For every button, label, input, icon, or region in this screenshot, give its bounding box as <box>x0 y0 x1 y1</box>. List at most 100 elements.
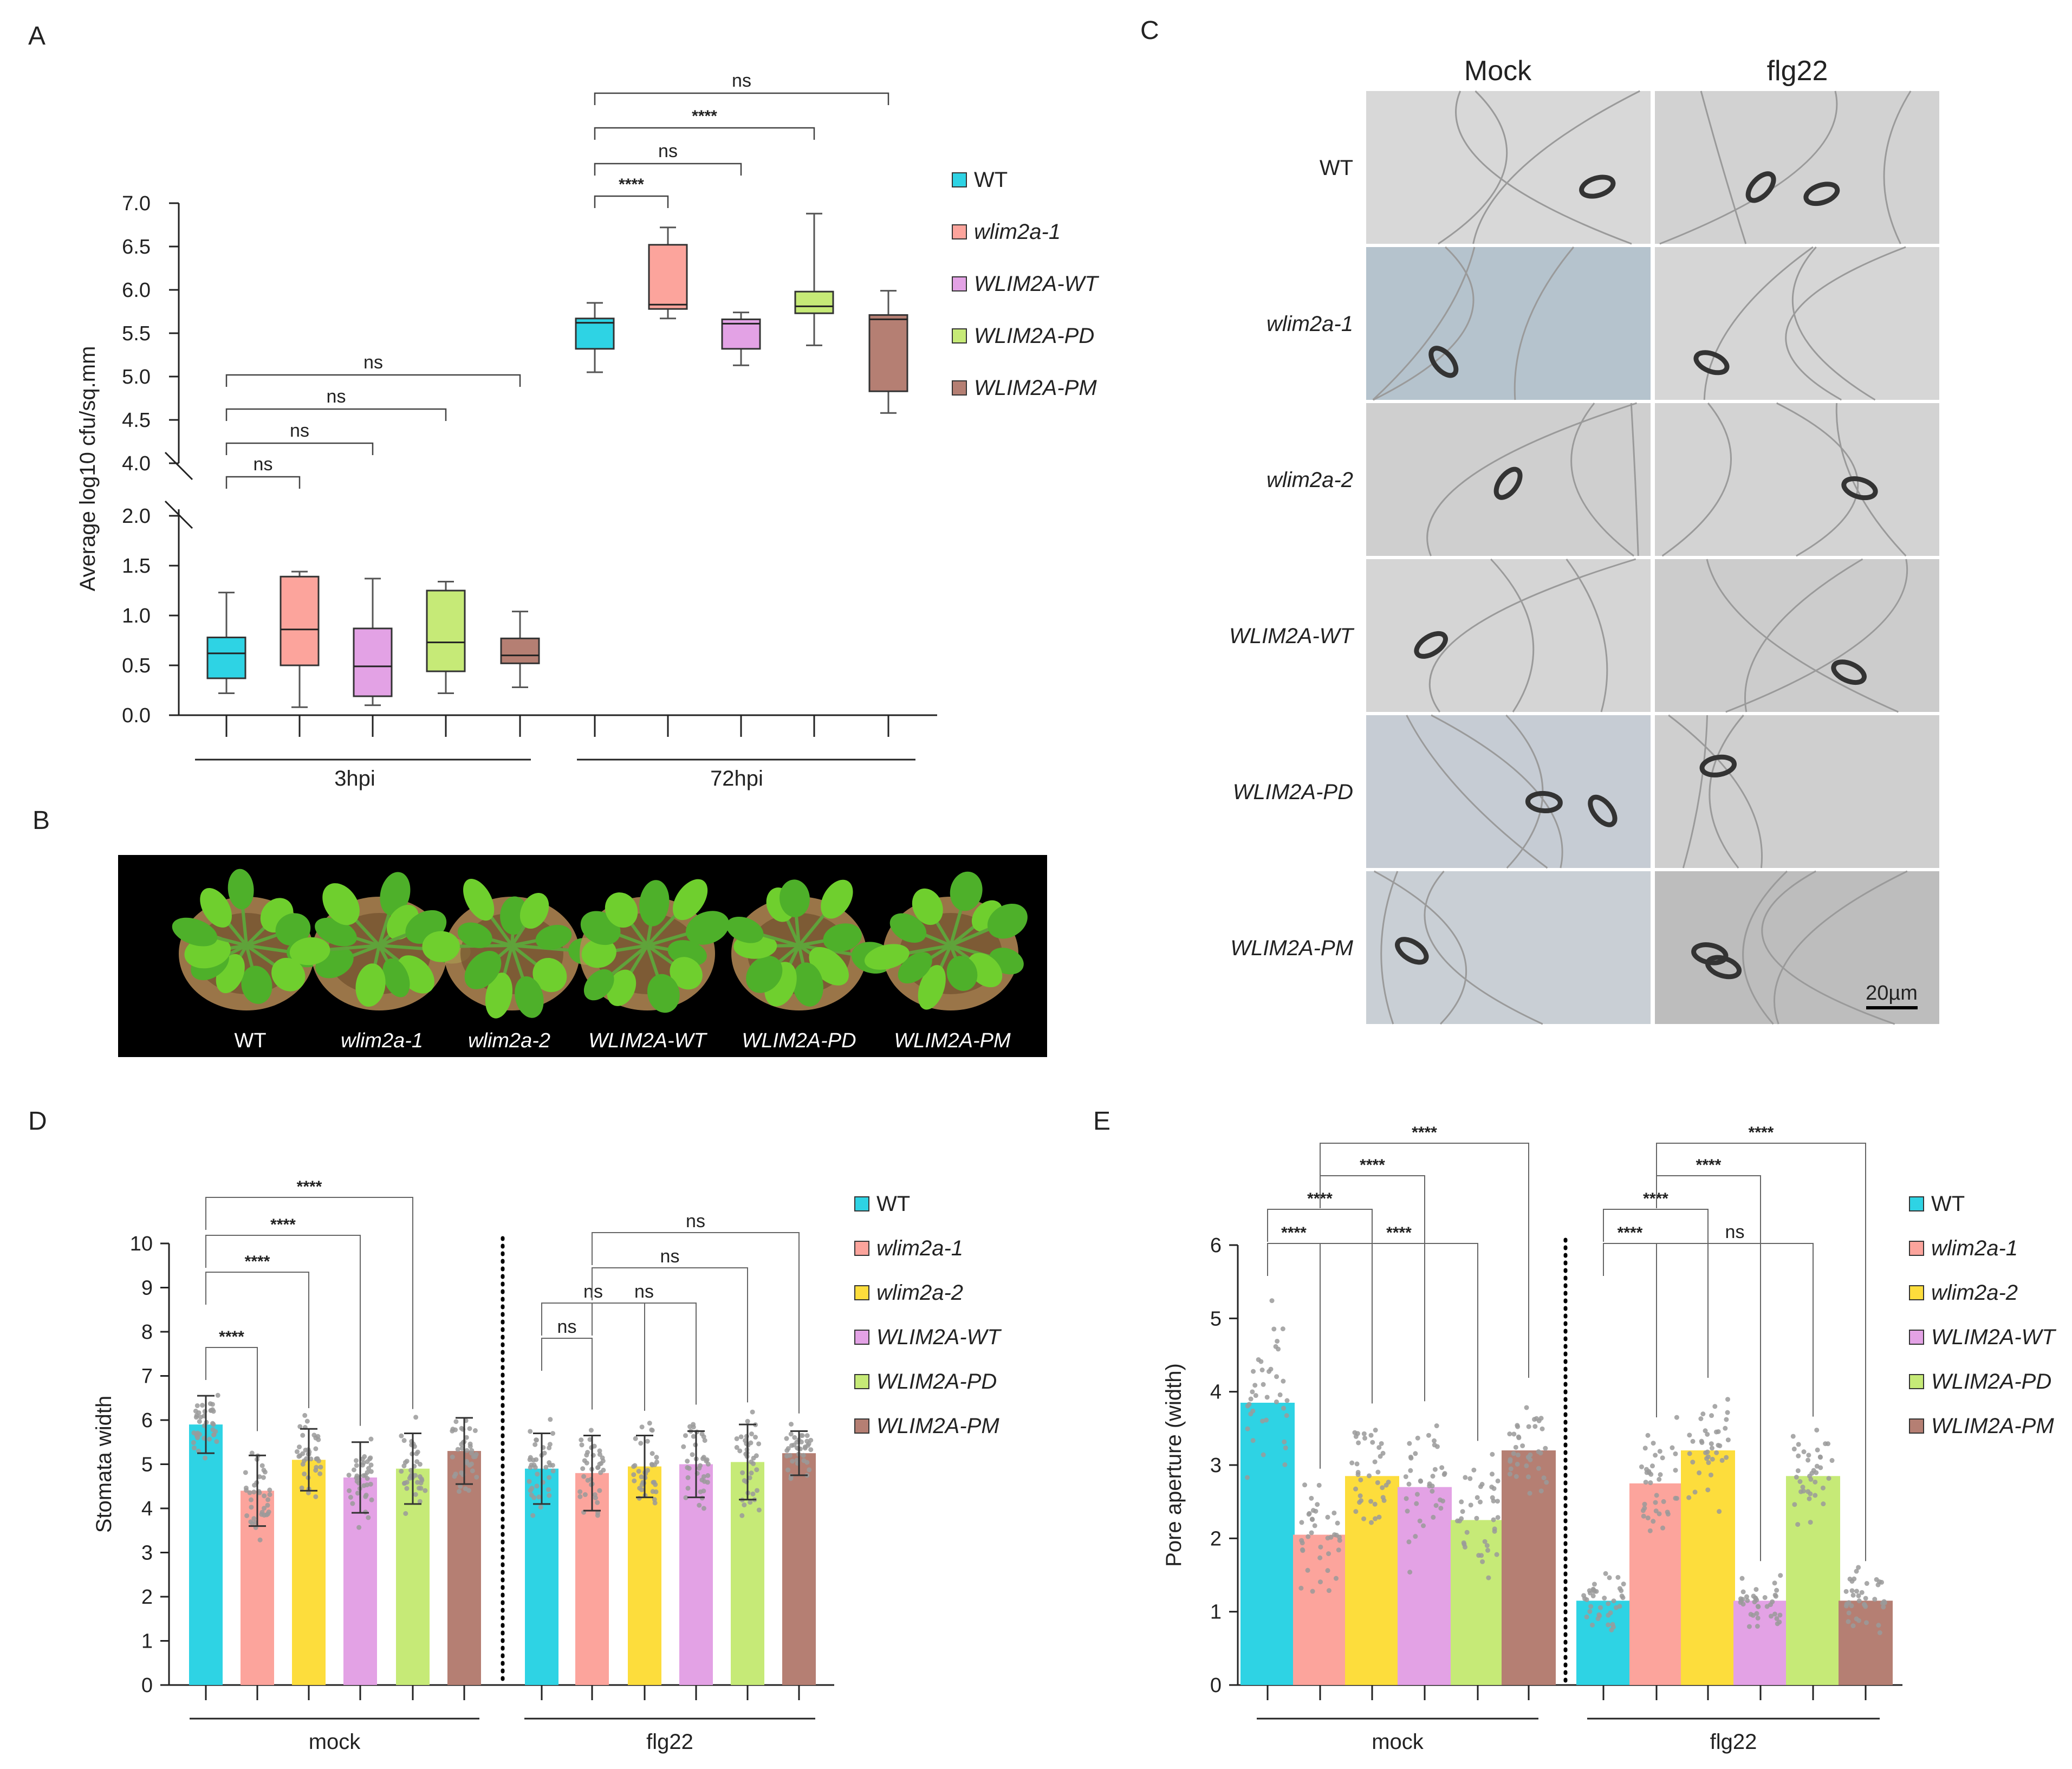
data-point <box>366 1466 371 1471</box>
stomate <box>1693 350 1730 375</box>
y-tick-label: 9 <box>141 1277 153 1300</box>
panel-label-e: E <box>1093 1107 1110 1136</box>
data-point <box>1421 1523 1426 1528</box>
plant-label: wlim2a-2 <box>468 1029 550 1052</box>
cell-wall <box>1661 403 1732 557</box>
data-point <box>530 1513 536 1518</box>
rosette-leaf <box>519 893 549 929</box>
significance-label: ns <box>583 1281 603 1302</box>
data-point <box>361 1460 366 1466</box>
data-point <box>1433 1503 1439 1508</box>
rosette-leaf <box>581 938 616 968</box>
row-label: wlim2a-2 <box>1266 468 1353 492</box>
row-label: WLIM2A-WT <box>1229 624 1354 648</box>
data-point <box>401 1438 407 1443</box>
data-point <box>1316 1482 1322 1488</box>
data-point <box>1317 1555 1323 1560</box>
micrograph-tile <box>1655 91 1939 244</box>
data-point <box>297 1444 302 1450</box>
data-point <box>1705 1487 1711 1493</box>
data-point <box>702 1438 707 1443</box>
significance-label: **** <box>219 1328 244 1346</box>
data-point <box>651 1480 657 1485</box>
significance-bracket <box>205 1197 413 1409</box>
data-point <box>1430 1488 1435 1494</box>
cell-wall <box>1374 870 1467 1025</box>
data-point <box>1494 1552 1499 1557</box>
row-label: WLIM2A-PD <box>1233 780 1353 804</box>
data-point <box>1647 1470 1652 1475</box>
data-point <box>1331 1510 1337 1515</box>
significance-bracket <box>225 408 447 421</box>
rosette-leaf <box>228 869 254 910</box>
data-point <box>1790 1434 1796 1439</box>
data-point <box>1641 1513 1646 1519</box>
data-point <box>1516 1435 1522 1441</box>
micrograph-tile <box>1366 403 1651 556</box>
data-point <box>1353 1509 1359 1514</box>
data-point <box>1670 1445 1675 1450</box>
data-point <box>1368 1433 1374 1438</box>
significance-bracket <box>1320 1243 1478 1441</box>
y-tick-label: 2 <box>141 1586 153 1609</box>
data-point <box>353 1458 359 1463</box>
data-point <box>1432 1438 1437 1443</box>
y-axis-title: Pore aperture (width) <box>1162 1363 1186 1567</box>
data-point <box>683 1495 688 1500</box>
data-point <box>631 1464 636 1469</box>
data-point <box>407 1475 412 1481</box>
data-point <box>1379 1441 1384 1446</box>
group-label: 3hpi <box>334 767 375 790</box>
data-point <box>1357 1500 1362 1505</box>
data-point <box>636 1468 641 1474</box>
stomate <box>1395 937 1429 965</box>
legend-swatch-WLIM2A-WT <box>1909 1330 1924 1345</box>
data-point <box>701 1506 706 1511</box>
data-point <box>450 1454 455 1460</box>
data-point <box>755 1488 760 1493</box>
data-point <box>1590 1593 1596 1599</box>
data-point <box>1645 1515 1651 1521</box>
data-point <box>1768 1614 1774 1619</box>
data-point <box>1527 1491 1532 1496</box>
data-point <box>423 1488 428 1493</box>
y-tick-label: 5 <box>141 1454 153 1476</box>
data-point <box>690 1452 695 1457</box>
data-point <box>1490 1452 1495 1457</box>
data-point <box>404 1486 410 1491</box>
legend-swatch-wlim2a-1 <box>1909 1241 1924 1256</box>
data-point <box>1753 1587 1759 1592</box>
data-point <box>1724 1455 1729 1460</box>
row-label: WT <box>1320 156 1353 180</box>
data-point <box>1606 1601 1611 1606</box>
legend-swatch-WLIM2A-PD <box>952 328 967 344</box>
rosette-leaf <box>355 963 386 1007</box>
data-point <box>1774 1616 1779 1621</box>
data-point <box>1660 1525 1666 1531</box>
data-point <box>1408 1468 1413 1473</box>
stomate <box>1414 631 1448 659</box>
data-point <box>1687 1451 1692 1456</box>
significance-label: **** <box>1281 1224 1307 1242</box>
legend-swatch-WT <box>1909 1196 1924 1211</box>
data-point <box>1515 1424 1521 1429</box>
significance-bracket <box>1656 1175 1761 1561</box>
data-point <box>459 1446 465 1451</box>
data-point <box>1524 1463 1529 1468</box>
data-point <box>785 1467 791 1473</box>
data-point <box>1739 1576 1745 1581</box>
data-point <box>1754 1597 1759 1603</box>
rosette-leaf <box>685 911 730 945</box>
rosette-leaf <box>457 922 492 948</box>
legend-label: WLIM2A-WT <box>876 1325 1002 1349</box>
micrograph-tile <box>1655 403 1939 556</box>
data-point <box>1806 1453 1811 1458</box>
data-point <box>1610 1624 1616 1630</box>
data-point <box>1413 1451 1418 1456</box>
data-point <box>1859 1590 1865 1595</box>
y-tick-label: 6 <box>141 1409 153 1432</box>
group-label: mock <box>1372 1730 1424 1754</box>
data-point <box>1654 1493 1659 1498</box>
data-point <box>208 1408 213 1413</box>
data-point <box>1850 1592 1856 1598</box>
